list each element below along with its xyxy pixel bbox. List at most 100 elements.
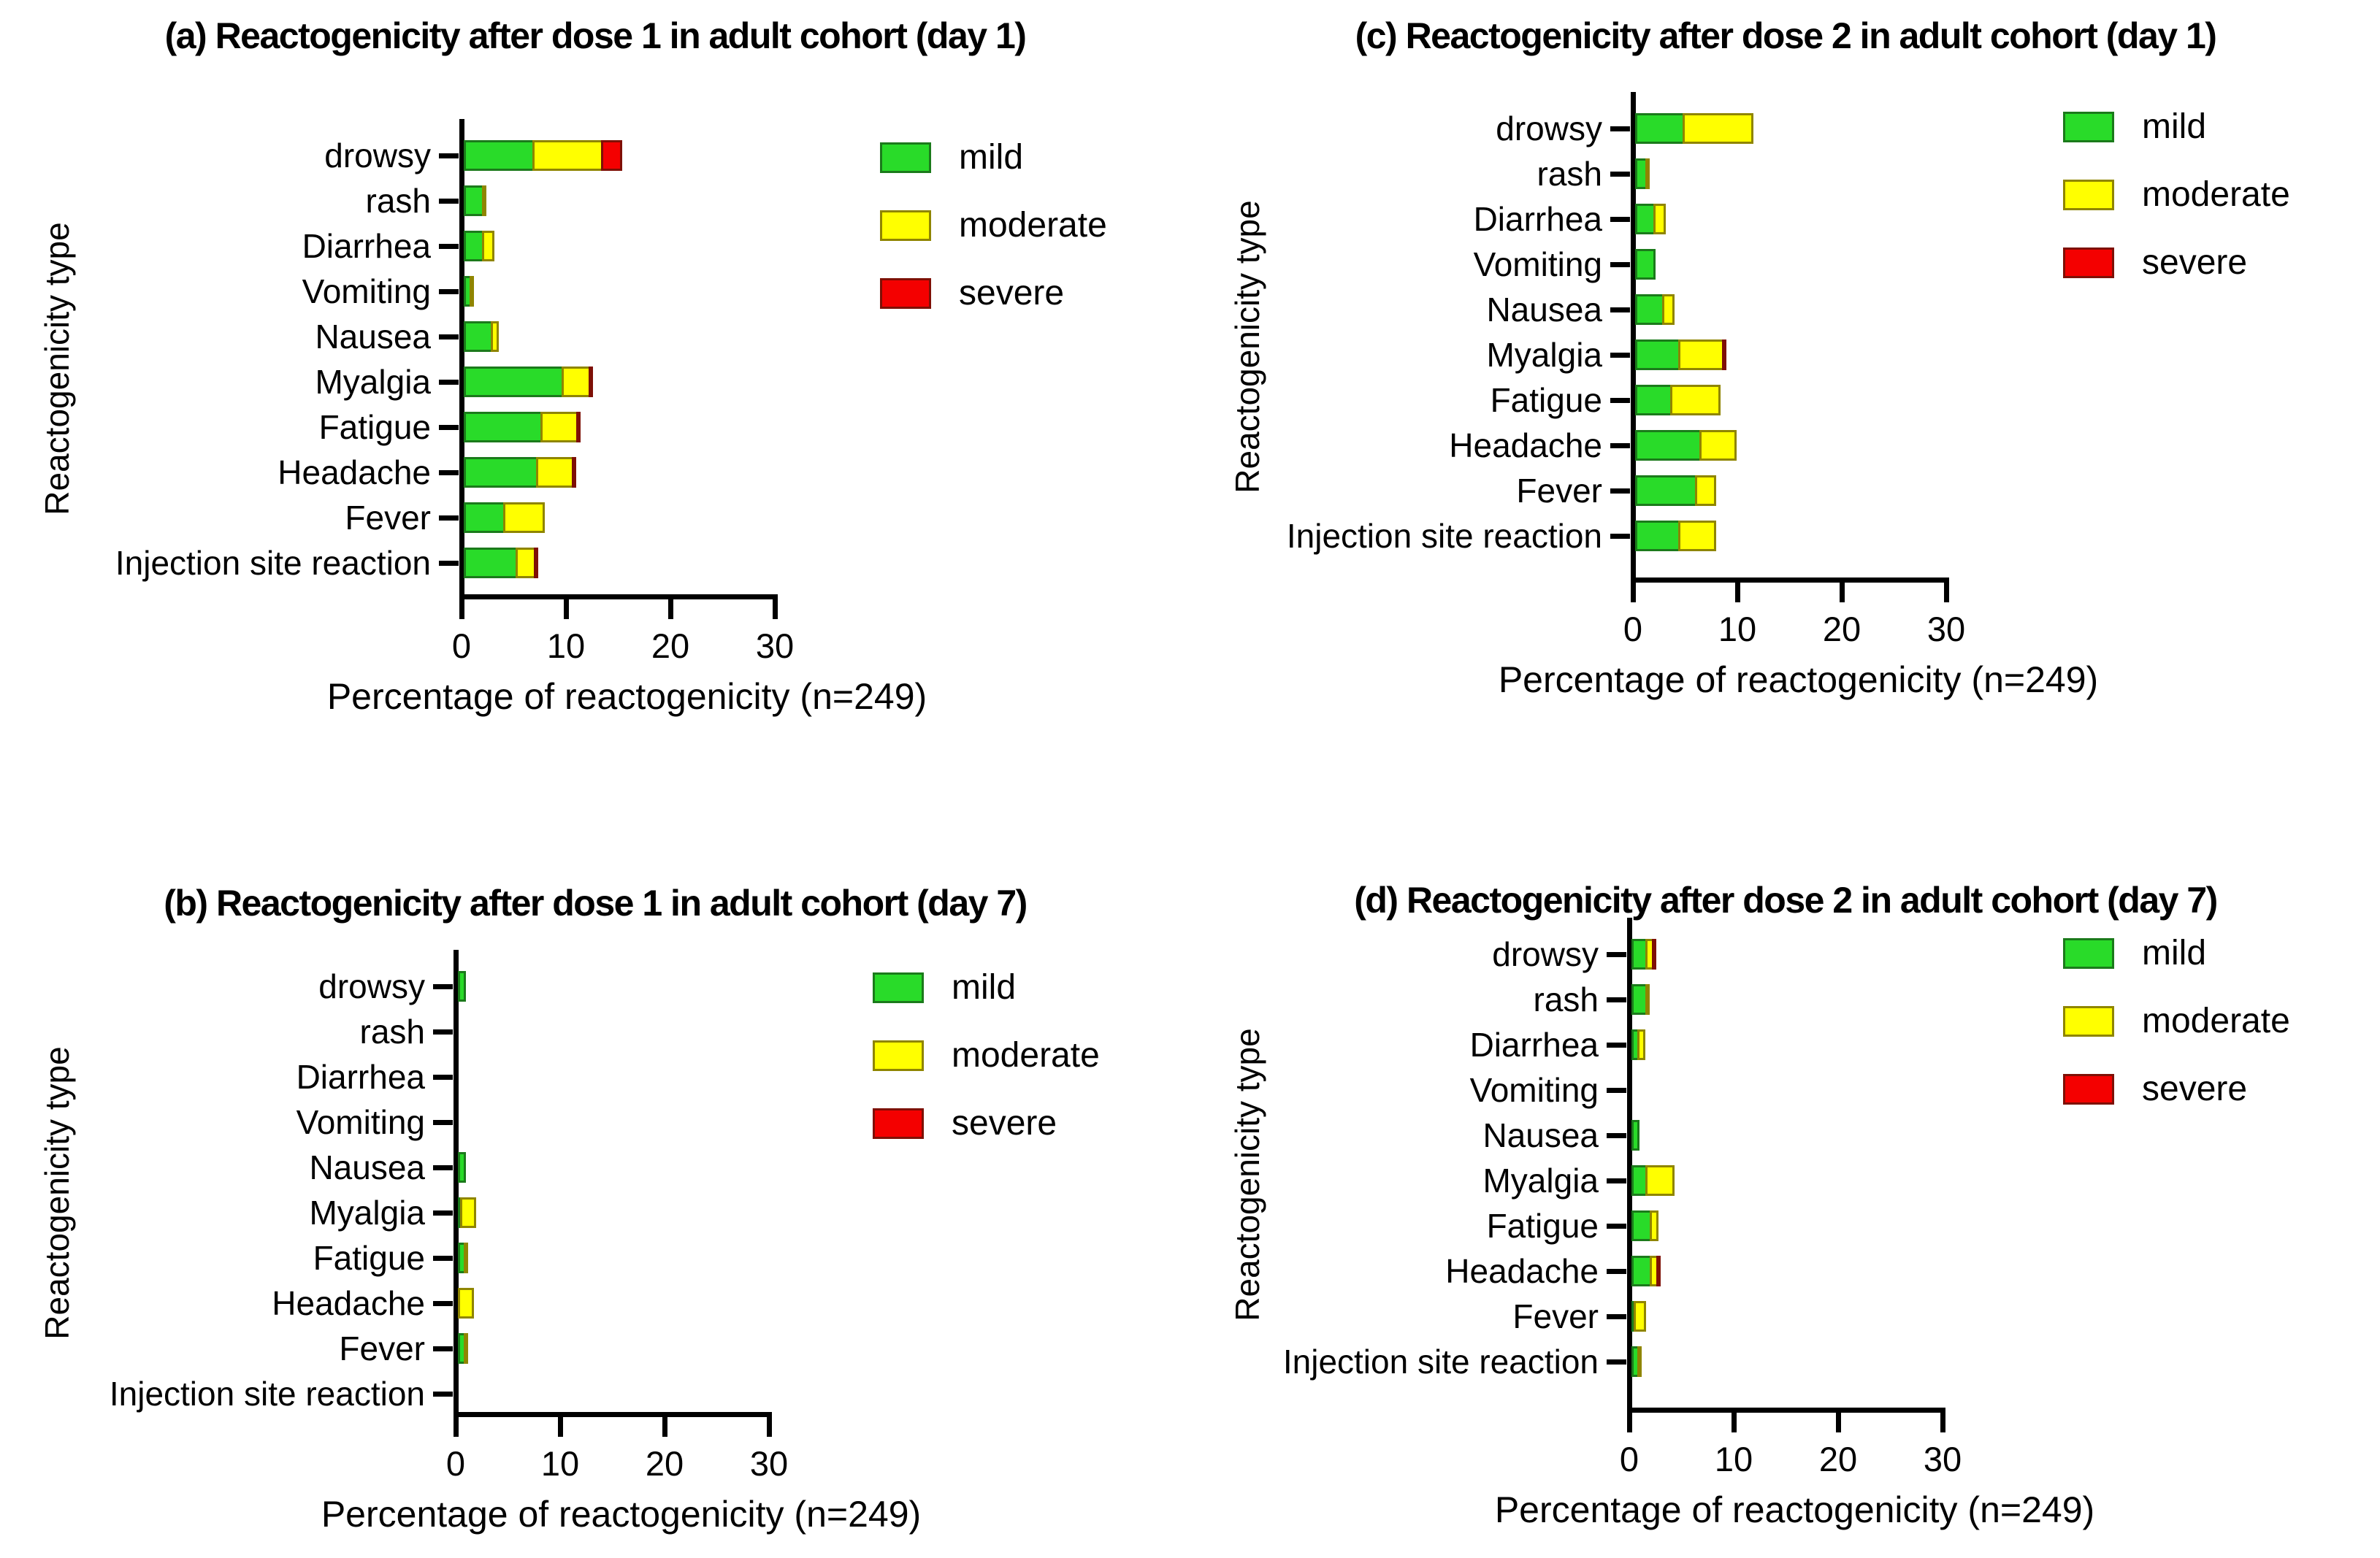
y-tick-mark xyxy=(433,1074,453,1080)
bar-row xyxy=(463,548,539,578)
panel-title: (d) Reactogenicity after dose 2 in adult… xyxy=(1354,880,2218,921)
y-tick-mark xyxy=(433,1391,453,1397)
legend-label-moderate: moderate xyxy=(952,1036,1100,1075)
bar-segment-mild xyxy=(463,140,535,171)
x-tick-label: 30 xyxy=(749,1444,789,1483)
severe-swatch-icon xyxy=(2063,247,2114,278)
x-axis-line xyxy=(453,1412,772,1417)
mild-swatch-icon xyxy=(873,972,924,1003)
y-tick-mark xyxy=(433,1029,453,1035)
category-label: rash xyxy=(1537,155,1602,193)
category-label: Diarrhea xyxy=(296,1058,425,1096)
legend-row-severe: severe xyxy=(2063,243,2290,282)
bar-segment-moderate xyxy=(1637,1029,1646,1060)
moderate-swatch-icon xyxy=(873,1040,924,1071)
category-label: Nausea xyxy=(315,318,431,356)
bar-segment-moderate xyxy=(1650,1210,1658,1241)
bar-segment-moderate xyxy=(1678,339,1725,370)
bar-segment-moderate xyxy=(1661,294,1675,325)
y-tick-mark xyxy=(433,983,453,989)
x-tick-label: 20 xyxy=(651,626,690,665)
x-tick-mark xyxy=(772,599,778,619)
bar-row xyxy=(463,367,593,397)
x-tick-mark xyxy=(1626,1412,1632,1432)
bar-row xyxy=(1631,984,1650,1015)
bar-segment-moderate xyxy=(459,1197,477,1228)
x-tick-mark xyxy=(1940,1412,1945,1432)
legend-row-severe: severe xyxy=(873,1104,1100,1143)
bar-segment-severe xyxy=(1722,339,1727,370)
y-tick-mark xyxy=(1610,533,1630,539)
panel-a: (a) Reactogenicity after dose 1 in adult… xyxy=(0,0,1190,840)
bar-segment-moderate xyxy=(532,140,603,171)
y-tick-mark xyxy=(439,515,459,521)
y-tick-mark xyxy=(439,379,459,385)
x-axis-title: Percentage of reactogenicity (n=249) xyxy=(326,676,927,717)
bar-row xyxy=(463,457,576,488)
x-axis-line xyxy=(1630,577,1949,583)
panel-b: (b) Reactogenicity after dose 1 in adult… xyxy=(0,840,1190,1558)
bar-segment-severe xyxy=(600,140,622,171)
category-label: Vomiting xyxy=(296,1103,425,1141)
bar-segment-mild xyxy=(1631,1256,1653,1286)
bar-segment-mild xyxy=(1631,1210,1653,1241)
category-label: Headache xyxy=(272,1284,425,1322)
legend-label-severe: severe xyxy=(2142,1070,2248,1108)
bar-segment-moderate xyxy=(1645,984,1650,1015)
y-tick-mark xyxy=(433,1119,453,1125)
bar-segment-mild xyxy=(1634,204,1656,234)
legend-row-mild: mild xyxy=(873,970,1100,1005)
moderate-swatch-icon xyxy=(2063,180,2114,210)
legend-label-severe: severe xyxy=(952,1104,1057,1143)
category-label: drowsy xyxy=(1496,110,1602,147)
y-axis-line xyxy=(459,119,464,599)
bar-row xyxy=(1634,113,1754,144)
category-label: Fever xyxy=(339,1329,425,1367)
legend: mild moderate severe xyxy=(880,138,1107,346)
legend-label-moderate: moderate xyxy=(2142,175,2290,214)
bar-segment-moderate xyxy=(1645,158,1650,189)
y-tick-mark xyxy=(1610,442,1630,448)
x-tick-mark xyxy=(1731,1412,1737,1432)
bar-segment-moderate xyxy=(482,185,487,216)
bar-segment-moderate xyxy=(1669,385,1721,415)
bar-segment-mild xyxy=(1634,339,1681,370)
bar-segment-mild xyxy=(463,367,564,397)
bar-row xyxy=(1631,939,1656,970)
panel-title: (c) Reactogenicity after dose 2 in adult… xyxy=(1355,15,2217,56)
x-axis-title: Percentage of reactogenicity (n=249) xyxy=(1498,659,2099,700)
legend-label-mild: mild xyxy=(959,138,1024,177)
bar-segment-moderate xyxy=(463,1333,468,1364)
legend-row-severe: severe xyxy=(880,276,1107,311)
category-label: Nausea xyxy=(1486,291,1602,329)
x-tick-label: 30 xyxy=(1923,1440,1962,1478)
x-tick-mark xyxy=(453,1416,459,1437)
bar-segment-severe xyxy=(1656,1256,1661,1286)
bar-segment-mild xyxy=(1634,294,1664,325)
bar-segment-mild xyxy=(463,548,518,578)
y-tick-mark xyxy=(1610,488,1630,494)
x-tick-mark xyxy=(1839,582,1845,602)
legend-row-moderate: moderate xyxy=(873,1036,1100,1075)
category-label: Diarrhea xyxy=(302,227,431,265)
bar-row xyxy=(1631,1210,1658,1241)
bar-row xyxy=(1631,1120,1639,1151)
bar-segment-mild xyxy=(1631,1120,1639,1151)
bar-segment-moderate xyxy=(1678,521,1716,551)
y-tick-mark xyxy=(1607,1223,1626,1229)
x-axis-line xyxy=(459,594,778,599)
legend: mild moderate severe xyxy=(2063,107,2290,315)
bar-segment-severe xyxy=(575,412,581,442)
legend-label-severe: severe xyxy=(2142,243,2248,282)
category-label: Injection site reaction xyxy=(109,1375,425,1413)
bar-row xyxy=(1634,294,1675,325)
category-label: Diarrhea xyxy=(1473,200,1602,238)
bar-segment-severe xyxy=(588,367,593,397)
y-tick-mark xyxy=(1607,1313,1626,1319)
x-tick-mark xyxy=(563,599,569,619)
category-label: Myalgia xyxy=(1482,1162,1599,1200)
x-tick-mark xyxy=(459,599,464,619)
severe-swatch-icon xyxy=(873,1108,924,1139)
y-tick-mark xyxy=(1610,126,1630,131)
legend-label-mild: mild xyxy=(2142,107,2207,146)
